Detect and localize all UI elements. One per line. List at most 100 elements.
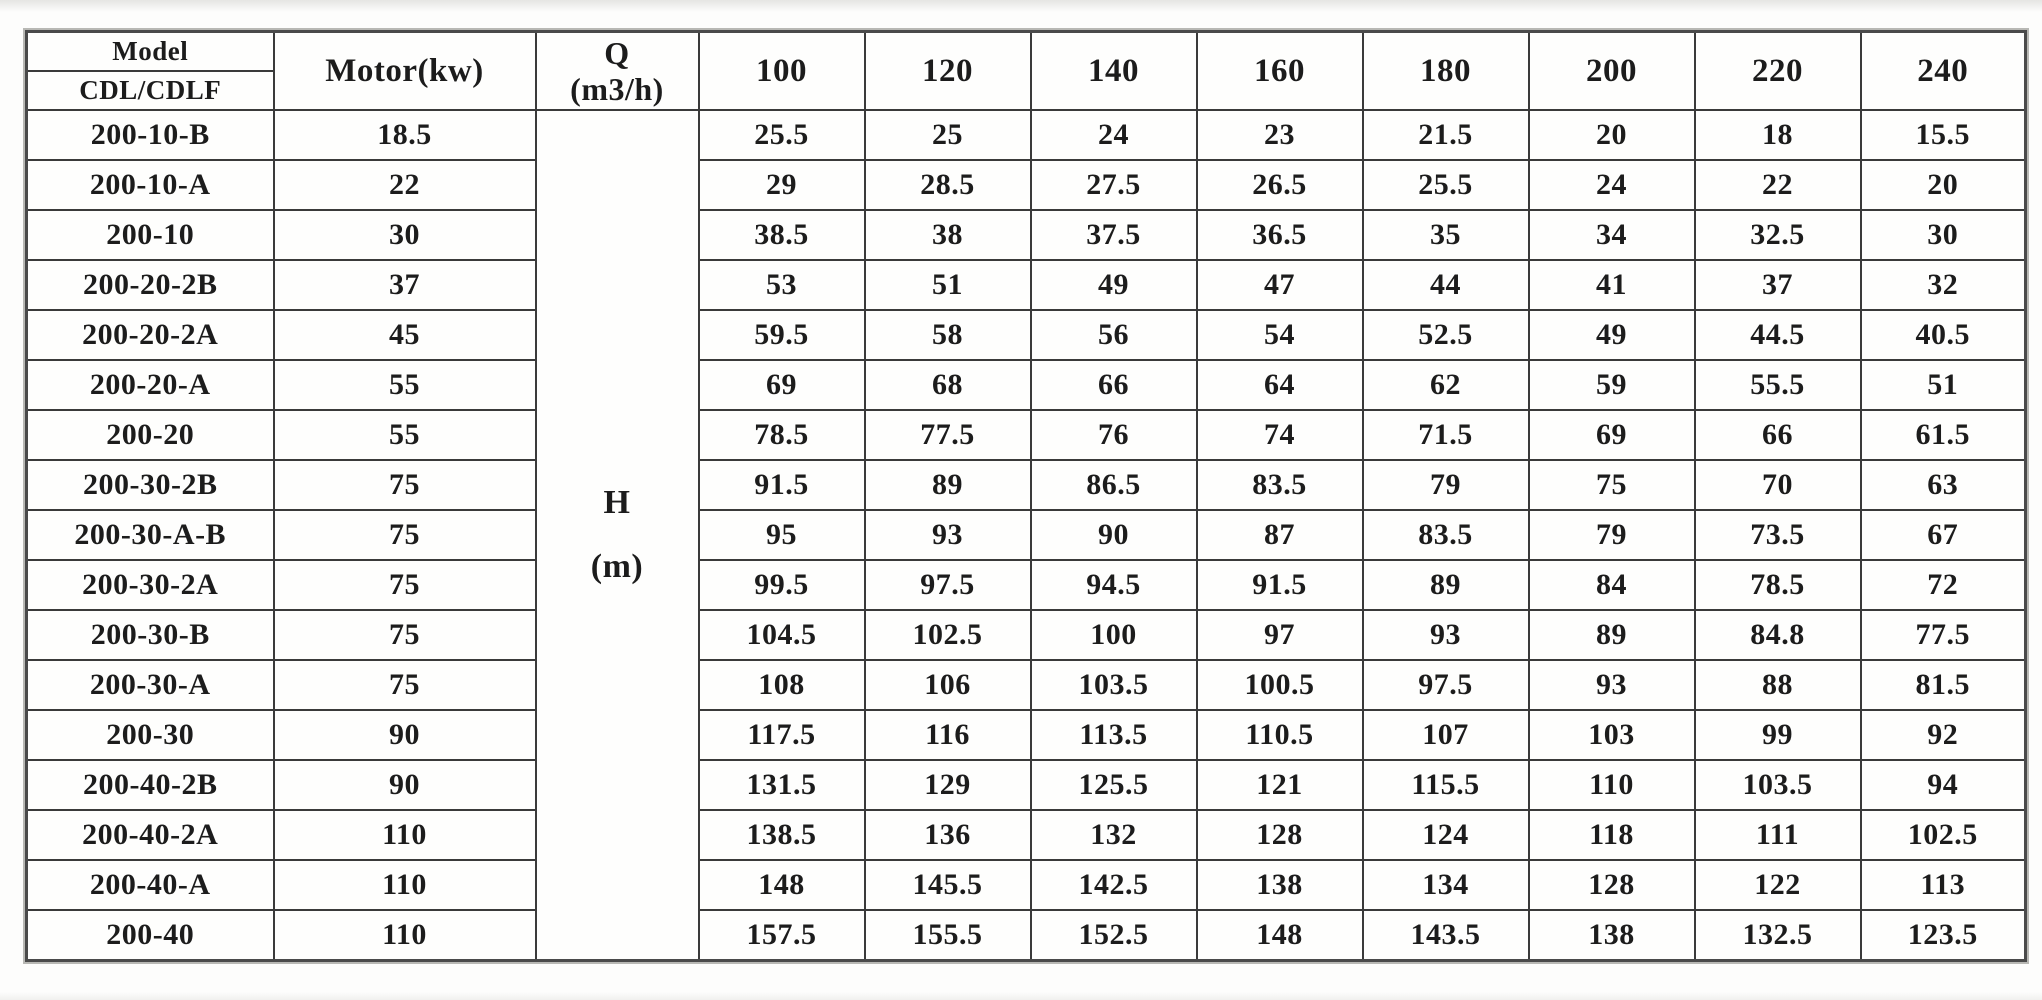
flow-rate-column-header: 220 [1693,30,1862,111]
head-value-cell: 59.5 [697,309,866,361]
head-value-cell: 79 [1361,459,1530,511]
table-row: 200-40 110 157.5 155.5 152.5 148 143.5 138 132.5… [25,909,2027,961]
head-value-cell: 23 [1195,109,1364,161]
head-value-cell: 38.5 [697,209,866,261]
head-value-cell: 122 [1693,859,1862,911]
head-value-cell: 86.5 [1029,459,1198,511]
head-value-cell: 121 [1195,759,1364,811]
head-value-cell: 71.5 [1361,409,1530,461]
model-cell: 200-20-2B [25,259,275,311]
flow-rate-column-header: 200 [1527,30,1696,111]
pump-performance-table: Model CDL/CDLF Motor(kw) Q (m3/h) 100 120… [25,30,2027,962]
head-value-cell: 69 [1527,409,1696,461]
head-value-cell: 15.5 [1859,109,2027,161]
head-value-cell: 25.5 [697,109,866,161]
head-value-cell: 116 [863,709,1032,761]
head-value-cell: 49 [1527,309,1696,361]
head-value-cell: 117.5 [697,709,866,761]
head-value-cell: 69 [697,359,866,411]
model-cell: 200-30-B [25,609,275,661]
table-row: 200-30-2A 75 99.5 97.5 94.5 91.5 89 84 78.5 72 [25,559,2027,611]
motor-power-cell: 22 [272,159,537,211]
table-row: 200-40-2B 90 131.5 129 125.5 121 115.5 110 103.5… [25,759,2027,811]
model-cell: 200-40 [25,909,275,961]
head-value-cell: 128 [1527,859,1696,911]
head-value-cell: 88 [1693,659,1862,711]
head-value-cell: 94.5 [1029,559,1198,611]
head-value-cell: 20 [1527,109,1696,161]
motor-power-cell: 75 [272,459,537,511]
head-value-cell: 24 [1527,159,1696,211]
table-row: 200-10-B 18.5 H (m) 25.5 25 24 23 21.5 20 18 15.5 [25,109,2027,961]
head-value-cell: 79 [1527,509,1696,561]
head-value-cell: 62 [1361,359,1530,411]
head-value-cell: 107 [1361,709,1530,761]
motor-power-cell: 110 [272,809,537,861]
head-value-cell: 92 [1859,709,2027,761]
head-value-cell: 68 [863,359,1032,411]
head-value-cell: 34 [1527,209,1696,261]
table-row: 200-30-A 75 108 106 103.5 100.5 97.5 93 88 81.5 [25,659,2027,711]
head-value-cell: 28.5 [863,159,1032,211]
head-value-cell: 53 [697,259,866,311]
head-value-cell: 100.5 [1195,659,1364,711]
head-value-cell: 21.5 [1361,109,1530,161]
head-value-cell: 84.8 [1693,609,1862,661]
model-cell: 200-10 [25,209,275,261]
head-value-cell: 136 [863,809,1032,861]
head-value-cell: 110 [1527,759,1696,811]
model-cell: 200-30-2B [25,459,275,511]
head-value-cell: 123.5 [1859,909,2027,961]
head-value-cell: 20 [1859,159,2027,211]
head-value-cell: 142.5 [1029,859,1198,911]
flow-symbol: Q [604,35,630,71]
head-value-cell: 99.5 [697,559,866,611]
head-value-cell: 44.5 [1693,309,1862,361]
head-value-cell: 32 [1859,259,2027,311]
head-value-cell: 54 [1195,309,1364,361]
model-header-title: Model [28,33,272,72]
head-value-cell: 90 [1029,509,1198,561]
head-value-cell: 44 [1361,259,1530,311]
head-value-cell: 145.5 [863,859,1032,911]
head-value-cell: 66 [1693,409,1862,461]
head-value-cell: 111 [1693,809,1862,861]
flow-rate-column-header: 180 [1361,30,1530,111]
model-cell: 200-30-2A [25,559,275,611]
head-value-cell: 78.5 [1693,559,1862,611]
head-value-cell: 56 [1029,309,1198,361]
head-value-cell: 29 [697,159,866,211]
head-value-cell: 110.5 [1195,709,1364,761]
head-value-cell: 40.5 [1859,309,2027,361]
head-value-cell: 78.5 [697,409,866,461]
model-cell: 200-40-A [25,859,275,911]
head-value-cell: 106 [863,659,1032,711]
model-cell: 200-10-B [25,109,275,161]
table-row: 200-40-2A 110 138.5 136 132 128 124 118 111 102.5 [25,809,2027,861]
head-value-cell: 30 [1859,209,2027,261]
head-value-cell: 36.5 [1195,209,1364,261]
head-value-cell: 76 [1029,409,1198,461]
head-value-cell: 97 [1195,609,1364,661]
table-row: 200-30 90 117.5 116 113.5 110.5 107 103 99 92 [25,709,2027,761]
head-value-cell: 113 [1859,859,2027,911]
flow-unit: (m3/h) [570,71,664,107]
head-value-cell: 113.5 [1029,709,1198,761]
model-cell: 200-40-2B [25,759,275,811]
head-value-cell: 25.5 [1361,159,1530,211]
table-header: Model CDL/CDLF Motor(kw) Q (m3/h) 100 120… [25,30,2027,111]
head-value-cell: 118 [1527,809,1696,861]
head-value-cell: 66 [1029,359,1198,411]
head-value-cell: 131.5 [697,759,866,811]
head-value-cell: 35 [1361,209,1530,261]
motor-power-cell: 45 [272,309,537,361]
table-row: 200-30-A-B 75 95 93 90 87 83.5 79 73.5 67 [25,509,2027,561]
table-row: 200-40-A 110 148 145.5 142.5 138 134 128 122 113 [25,859,2027,911]
head-value-cell: 99 [1693,709,1862,761]
flow-rate-column-header: 100 [697,30,866,111]
head-value-cell: 61.5 [1859,409,2027,461]
head-value-cell: 25 [863,109,1032,161]
motor-power-cell: 75 [272,609,537,661]
model-cell: 200-30 [25,709,275,761]
